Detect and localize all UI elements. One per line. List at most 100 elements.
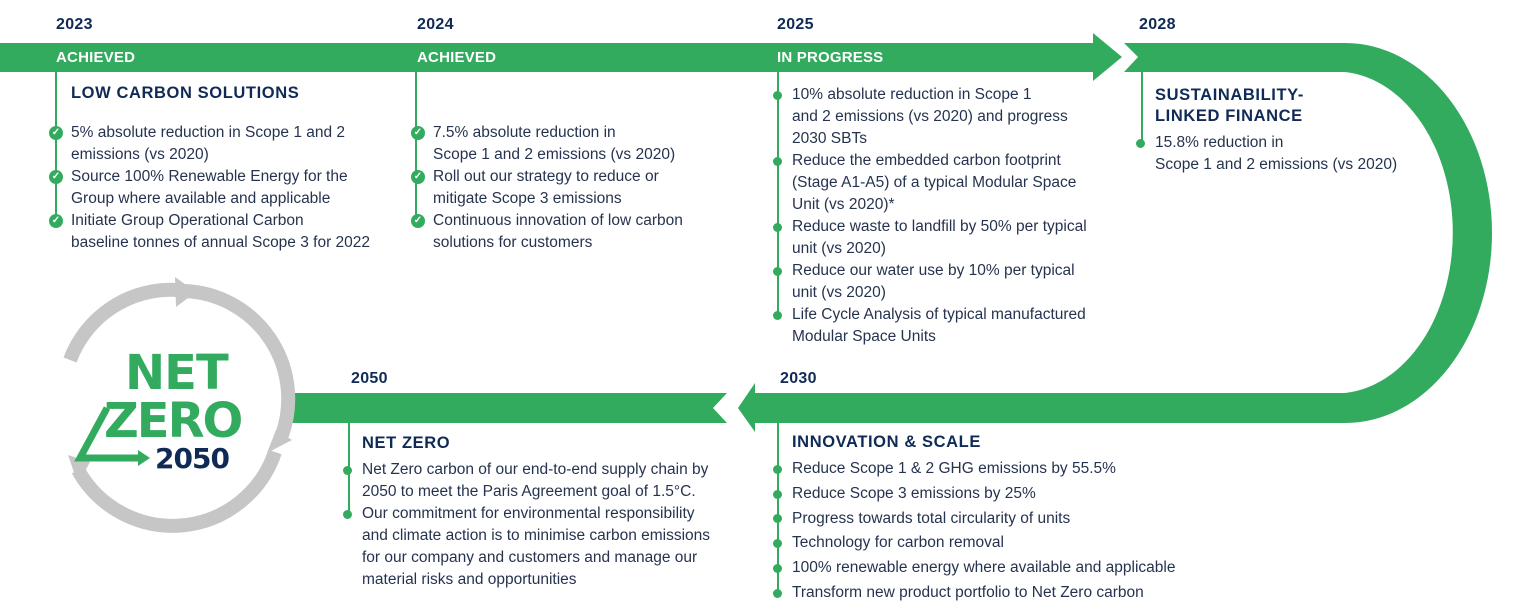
check-circle-icon: ✓	[49, 214, 63, 228]
list-item-text: Reduce Scope 1 & 2 GHG emissions by 55.5…	[792, 460, 1116, 477]
list-item: 10% absolute reduction in Scope 1 and 2 e…	[773, 84, 1087, 150]
dot-icon	[773, 90, 782, 100]
dot-icon	[343, 465, 352, 475]
list-item-text: Source 100% Renewable Energy for the	[71, 168, 348, 185]
logo-2050: 2050	[155, 442, 230, 475]
heading-2028: SUSTAINABILITY- LINKED FINANCE	[1155, 85, 1304, 127]
heading-2023: LOW CARBON SOLUTIONS	[71, 84, 300, 102]
list-item: ✓ Initiate Group Operational Carbon baseli…	[49, 210, 371, 254]
list-item-text: 15.8% reduction in	[1155, 134, 1284, 151]
list-item: Reduce our water use by 10% per typical u…	[773, 260, 1087, 304]
list-item-text: Reduce our water use by 10% per typical	[792, 262, 1075, 279]
year-2023: 2023	[56, 16, 93, 33]
list-item-text: Progress towards total circularity of un…	[792, 509, 1071, 527]
list-item: Progress towards total circularity of un…	[773, 507, 1175, 532]
check-circle-icon: ✓	[411, 126, 425, 140]
list-item-text: Continuous innovation of low carbon	[433, 212, 683, 229]
list-item-text: Roll out our strategy to reduce or	[433, 168, 659, 185]
ring-arrowheads	[68, 277, 292, 484]
list-2028: 15.8% reduction in Scope 1 and 2 emission…	[1136, 132, 1398, 176]
check-circle-icon: ✓	[49, 126, 63, 140]
list-item: ✓ Source 100% Renewable Energy for the Gro…	[49, 166, 370, 210]
dot-icon	[773, 310, 782, 320]
list-item-text: and climate action is to minimise carbon…	[362, 527, 711, 544]
list-item-text: Our commitment for environmental respons…	[362, 505, 695, 522]
list-item: Net Zero carbon of our end-to-end supply…	[343, 459, 710, 503]
list-item-text: Technology for carbon removal	[792, 534, 1004, 552]
status-2023: ACHIEVED	[56, 49, 136, 66]
list-item-text: (Stage A1-A5) of a typical Modular Space	[792, 174, 1077, 191]
dot-icon	[1136, 138, 1145, 148]
loop-arrow	[738, 43, 1492, 432]
list-item: ✓ Roll out our strategy to reduce or mitig…	[411, 166, 683, 210]
list-item-text: Net Zero carbon of our end-to-end supply…	[362, 461, 709, 478]
list-item-text: Scope 1 and 2 emissions (vs 2020)	[1155, 156, 1398, 173]
list-item: Life Cycle Analysis of typical manufactu…	[773, 304, 1087, 348]
list-item-text: material risks and opportunities	[362, 571, 577, 588]
list-item-text: emissions (vs 2020)	[71, 146, 209, 163]
list-item: Transform new product portfolio to Net Z…	[773, 581, 1175, 606]
list-item-text: baseline tonnes of annual Scope 3 for 20…	[71, 234, 371, 251]
year-2028: 2028	[1139, 16, 1176, 33]
cycle-ring-icon	[63, 282, 296, 533]
year-2050: 2050	[351, 370, 388, 387]
list-2050: Net Zero carbon of our end-to-end supply…	[343, 459, 711, 591]
list-item: ✓ Continuous innovation of low carbon solu…	[411, 210, 683, 254]
list-item-text: 2050 to meet the Paris Agreement goal of…	[362, 483, 696, 500]
list-item: Reduce Scope 3 emissions by 25%	[773, 482, 1175, 507]
list-2030: Reduce Scope 1 & 2 GHG emissions by 55.5…	[773, 457, 1176, 606]
check-circle-icon: ✓	[49, 170, 63, 184]
list-item: Reduce the embedded carbon footprint (Sta…	[773, 150, 1087, 216]
list-item: ✓ 7.5% absolute reduction in Scope 1 and 2…	[411, 122, 683, 166]
list-item-text: unit (vs 2020)	[792, 284, 886, 301]
list-item-text: 5% absolute reduction in Scope 1 and 2	[71, 124, 346, 141]
heading-line: LINKED FINANCE	[1155, 107, 1303, 125]
list-item-text: Reduce the embedded carbon footprint	[792, 152, 1061, 169]
net-zero-band	[290, 393, 727, 423]
dot-icon	[773, 156, 782, 166]
heading-2050: NET ZERO	[362, 434, 451, 452]
list-item: Technology for carbon removal	[773, 531, 1175, 556]
list-item-text: 7.5% absolute reduction in	[433, 124, 616, 141]
status-2024: ACHIEVED	[417, 49, 497, 66]
list-item-text: unit (vs 2020)	[792, 240, 886, 257]
list-item-text: Transform new product portfolio to Net Z…	[792, 583, 1144, 601]
list-item: Reduce waste to landfill by 50% per typi…	[773, 216, 1087, 260]
list-item-text: Scope 1 and 2 emissions (vs 2020)	[433, 146, 676, 163]
list-item-text: Initiate Group Operational Carbon	[71, 212, 304, 229]
list-item-text: solutions for customers	[433, 234, 593, 251]
list-item-text: 10% absolute reduction in Scope 1	[792, 86, 1032, 103]
year-2024: 2024	[417, 16, 454, 33]
check-circle-icon: ✓	[411, 170, 425, 184]
dot-icon	[773, 514, 782, 524]
list-item: Our commitment for environmental respons…	[343, 503, 711, 591]
list-item-text: Unit (vs 2020)*	[792, 196, 895, 213]
list-item-text: Reduce Scope 3 emissions by 25%	[792, 484, 1036, 502]
list-item: Reduce Scope 1 & 2 GHG emissions by 55.5…	[773, 457, 1175, 482]
list-item: ✓ 5% absolute reduction in Scope 1 and 2 e…	[49, 122, 370, 166]
heading-2030: INNOVATION & SCALE	[792, 433, 981, 451]
list-item: 100% renewable energy where available an…	[773, 556, 1176, 581]
dot-icon	[773, 489, 782, 499]
list-item-text: Group where available and applicable	[71, 190, 331, 207]
list-item-text: 2030 SBTs	[792, 130, 867, 147]
list-item-text: 100% renewable energy where available an…	[792, 559, 1176, 577]
top-arrow	[0, 33, 1122, 81]
status-2025: IN PROGRESS	[777, 49, 884, 66]
dot-icon	[773, 564, 782, 574]
zero-arrow-icon	[74, 406, 140, 462]
list-item-text: for our company and customers and manage…	[362, 549, 698, 566]
logo-zero: ZERO	[104, 393, 243, 449]
list-2023: ✓ 5% absolute reduction in Scope 1 and 2 e…	[49, 122, 371, 254]
heading-line: SUSTAINABILITY-	[1155, 86, 1304, 104]
dot-icon	[773, 266, 782, 276]
dot-icon	[343, 509, 352, 519]
list-item: 15.8% reduction in Scope 1 and 2 emission…	[1136, 132, 1398, 176]
list-item-text: and 2 emissions (vs 2020) and progress	[792, 108, 1068, 125]
dot-icon	[773, 588, 782, 598]
dot-icon	[773, 539, 782, 549]
list-item-text: Reduce waste to landfill by 50% per typi…	[792, 218, 1087, 235]
logo-net: NET	[125, 345, 229, 401]
